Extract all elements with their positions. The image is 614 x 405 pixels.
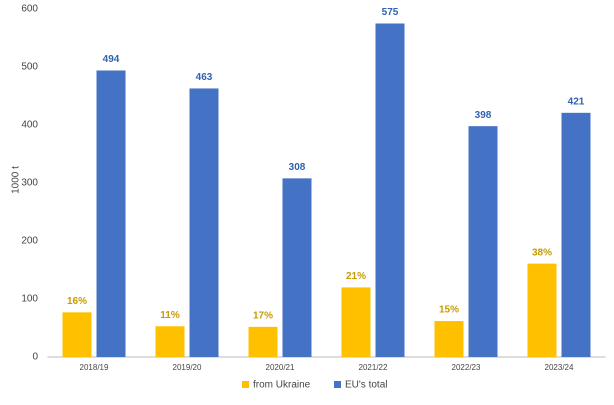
y-tick-label: 200 bbox=[21, 236, 38, 247]
legend-label: from Ukraine bbox=[253, 380, 311, 391]
y-tick-label: 500 bbox=[21, 62, 38, 73]
bar bbox=[282, 178, 312, 357]
bar bbox=[468, 126, 498, 357]
legend-swatch bbox=[334, 381, 341, 388]
bar bbox=[248, 326, 278, 357]
data-label: 17% bbox=[253, 310, 273, 321]
bar bbox=[375, 23, 405, 357]
data-label: 308 bbox=[289, 162, 306, 173]
x-tick-label: 2019/20 bbox=[173, 363, 202, 372]
legend-swatch bbox=[242, 381, 249, 388]
y-tick-label: 400 bbox=[21, 120, 38, 131]
data-label: 494 bbox=[103, 54, 120, 65]
legend-label: EU's total bbox=[345, 380, 387, 391]
y-tick-label: 100 bbox=[21, 294, 38, 305]
data-label: 463 bbox=[196, 72, 213, 83]
bar bbox=[341, 287, 371, 357]
data-label: 398 bbox=[475, 110, 492, 121]
data-label: 16% bbox=[67, 296, 87, 307]
y-tick-label: 0 bbox=[32, 352, 38, 363]
data-label: 21% bbox=[346, 271, 366, 282]
x-tick-label: 2021/22 bbox=[359, 363, 388, 372]
y-tick-label: 300 bbox=[21, 178, 38, 189]
bar bbox=[527, 263, 557, 357]
bar bbox=[96, 70, 126, 357]
x-tick-label: 2022/23 bbox=[452, 363, 481, 372]
data-label: 38% bbox=[532, 247, 552, 258]
data-label: 11% bbox=[160, 310, 180, 321]
x-tick-label: 2020/21 bbox=[266, 363, 295, 372]
bar bbox=[62, 312, 92, 357]
bar bbox=[434, 321, 464, 357]
bar bbox=[561, 112, 591, 357]
y-axis-label: 1000 t bbox=[11, 166, 22, 194]
x-tick-label: 2023/24 bbox=[545, 363, 574, 372]
data-label: 421 bbox=[568, 96, 585, 107]
data-label: 15% bbox=[439, 305, 459, 316]
y-tick-label: 600 bbox=[21, 4, 38, 15]
data-label: 575 bbox=[382, 7, 399, 18]
bar bbox=[155, 326, 185, 357]
bar bbox=[189, 88, 219, 358]
x-tick-label: 2018/19 bbox=[80, 363, 109, 372]
